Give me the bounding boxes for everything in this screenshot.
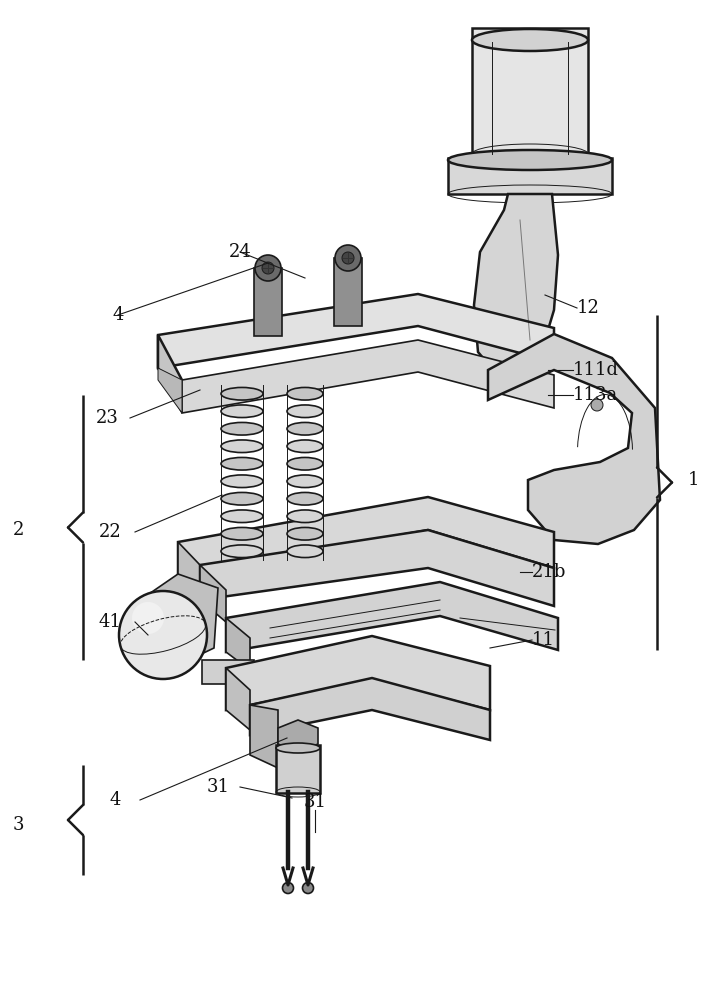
- Text: 11: 11: [532, 631, 555, 649]
- FancyBboxPatch shape: [276, 745, 320, 793]
- Polygon shape: [178, 497, 554, 574]
- Polygon shape: [278, 720, 318, 752]
- Circle shape: [255, 255, 281, 281]
- FancyBboxPatch shape: [472, 28, 588, 156]
- Circle shape: [119, 591, 207, 679]
- Text: 22: 22: [99, 523, 121, 541]
- FancyBboxPatch shape: [254, 268, 282, 336]
- Ellipse shape: [287, 545, 323, 558]
- Ellipse shape: [287, 475, 323, 488]
- Ellipse shape: [221, 422, 263, 435]
- Ellipse shape: [221, 475, 263, 488]
- Text: 4: 4: [112, 306, 124, 324]
- Ellipse shape: [221, 440, 263, 453]
- Circle shape: [335, 245, 361, 271]
- Ellipse shape: [287, 510, 323, 523]
- Circle shape: [262, 262, 274, 274]
- Ellipse shape: [472, 29, 588, 51]
- Circle shape: [342, 252, 354, 264]
- Polygon shape: [158, 335, 182, 412]
- Ellipse shape: [276, 743, 320, 753]
- Polygon shape: [226, 668, 250, 730]
- Polygon shape: [474, 194, 558, 372]
- Ellipse shape: [287, 527, 323, 540]
- Text: 23: 23: [96, 409, 119, 427]
- Text: 31: 31: [207, 778, 229, 796]
- Text: 12: 12: [577, 299, 600, 317]
- Text: 24: 24: [229, 243, 251, 261]
- Text: 1: 1: [687, 471, 699, 489]
- Text: 111d: 111d: [573, 361, 619, 379]
- Polygon shape: [132, 574, 218, 668]
- Polygon shape: [226, 636, 490, 710]
- FancyBboxPatch shape: [202, 660, 254, 684]
- Polygon shape: [200, 565, 226, 622]
- Text: 41: 41: [99, 613, 121, 631]
- Text: 31: 31: [303, 793, 327, 811]
- Text: 3: 3: [12, 816, 23, 834]
- Text: 4: 4: [109, 791, 121, 809]
- Circle shape: [302, 882, 314, 894]
- Ellipse shape: [287, 492, 323, 505]
- Ellipse shape: [221, 387, 263, 400]
- Polygon shape: [250, 705, 278, 768]
- Ellipse shape: [221, 492, 263, 505]
- Ellipse shape: [287, 440, 323, 453]
- Polygon shape: [250, 678, 490, 740]
- Ellipse shape: [221, 510, 263, 523]
- Polygon shape: [226, 618, 250, 670]
- Ellipse shape: [287, 422, 323, 435]
- Ellipse shape: [448, 150, 612, 170]
- Circle shape: [591, 399, 603, 411]
- Ellipse shape: [221, 457, 263, 470]
- FancyBboxPatch shape: [334, 258, 362, 326]
- Text: 2: 2: [12, 521, 23, 539]
- Text: 21b: 21b: [532, 563, 567, 581]
- Text: 113a: 113a: [573, 386, 618, 404]
- Ellipse shape: [221, 545, 263, 558]
- Polygon shape: [488, 334, 660, 544]
- Ellipse shape: [221, 527, 263, 540]
- FancyBboxPatch shape: [448, 158, 612, 194]
- Ellipse shape: [221, 405, 263, 418]
- Circle shape: [132, 602, 164, 634]
- Polygon shape: [178, 542, 200, 598]
- Polygon shape: [226, 582, 558, 652]
- Polygon shape: [200, 530, 554, 606]
- Polygon shape: [182, 340, 554, 413]
- Ellipse shape: [287, 457, 323, 470]
- Polygon shape: [158, 368, 182, 413]
- Polygon shape: [158, 294, 554, 368]
- Ellipse shape: [287, 405, 323, 418]
- Circle shape: [283, 882, 293, 894]
- Ellipse shape: [287, 387, 323, 400]
